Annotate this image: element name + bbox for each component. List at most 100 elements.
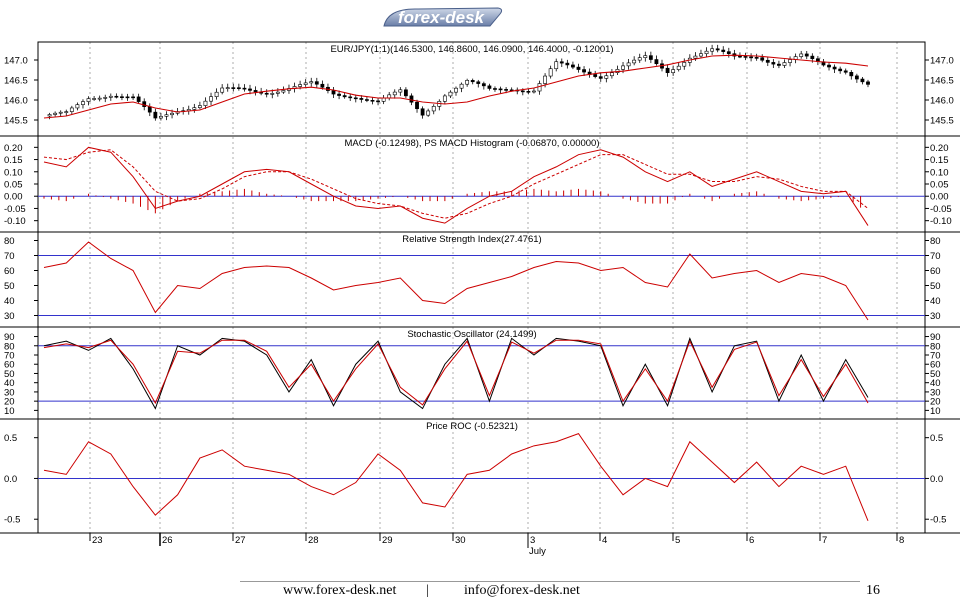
panel-price (43, 44, 870, 121)
x-tick-label: 6 (749, 535, 754, 546)
candle-body (120, 96, 124, 98)
footer-website-link[interactable]: www.forex-desk.net (283, 583, 397, 598)
y-tick-label-left: 80 (4, 341, 15, 352)
candle-body (832, 66, 837, 70)
x-tick-label: 7 (822, 535, 827, 546)
candle-body (676, 65, 681, 70)
x-month-label: July (529, 546, 546, 557)
candle-body (242, 87, 247, 90)
y-tick-label-left: 145.5 (4, 116, 28, 127)
panel-title-rsi: Relative Strength Index(27.4761) (402, 234, 541, 245)
candle-body (103, 97, 108, 99)
y-tick-label-right: 0.10 (930, 167, 949, 178)
candle-body (365, 99, 369, 101)
candle-body (648, 55, 653, 60)
candle-body (593, 74, 598, 77)
panel-macd (38, 146, 925, 226)
svg-text:forex-desk: forex-desk (398, 8, 486, 27)
candle-body (309, 81, 314, 84)
panel-roc (38, 432, 925, 522)
y-tick-label-right: 70 (930, 251, 941, 262)
y-tick-label-right: 80 (930, 341, 941, 352)
y-tick-label-right: 147.0 (930, 56, 954, 67)
candle-body (554, 61, 559, 70)
candle-body (164, 114, 169, 117)
candle-body (281, 90, 286, 93)
y-tick-label-right: 146.0 (930, 96, 954, 107)
candle-body (75, 104, 80, 109)
y-tick-label-right: 50 (930, 369, 941, 380)
y-tick-label-left: 146.5 (4, 76, 28, 87)
footer-email-link[interactable]: info@forex-desk.net (464, 583, 580, 598)
y-tick-label-right: 0.15 (930, 155, 949, 166)
candle-body (604, 75, 609, 79)
y-tick-label-right: 60 (930, 266, 941, 277)
candle-body (81, 101, 85, 105)
candle-body (487, 85, 492, 89)
candle-body (403, 89, 408, 97)
x-tick-label: 8 (899, 535, 904, 546)
candle-body (420, 108, 425, 116)
y-tick-label-right: 30 (930, 311, 941, 322)
x-tick-label: 3 (530, 535, 535, 546)
candle-body (314, 81, 319, 85)
candle-body (448, 91, 453, 97)
panel-title-roc: Price ROC (-0.52321) (426, 421, 518, 432)
candle-body (231, 87, 236, 89)
candle-body (465, 80, 470, 85)
panel-title-price: EUR/JPY(1:1)(146.5300, 146.8600, 146.090… (330, 44, 613, 55)
y-tick-label-left: 70 (4, 351, 15, 362)
candle-body (777, 63, 781, 66)
y-tick-label-right: 0.20 (930, 143, 949, 154)
candle-body (654, 59, 659, 65)
y-tick-label-right: 90 (930, 332, 941, 343)
chart-frame (37, 41, 926, 534)
candle-body (197, 105, 202, 108)
candle-body (409, 95, 414, 103)
rsi-rsi-line (43, 241, 869, 321)
candle-body (442, 95, 447, 102)
stochastic-pct-k-line (43, 336, 869, 410)
candle-body (481, 83, 486, 87)
candle-body (582, 69, 586, 73)
candle-body (860, 78, 865, 83)
y-tick-label-right: 50 (930, 281, 941, 292)
candle-body (209, 96, 213, 102)
candle-body (571, 64, 575, 68)
candle-body (298, 84, 303, 87)
candle-body (526, 91, 531, 93)
macd-macd-line (43, 146, 869, 226)
y-tick-label-right: 80 (930, 236, 941, 247)
panel-title-macd: MACD (-0.12498), PS MACD Histogram (-0.0… (344, 138, 599, 149)
candle-body (248, 88, 252, 91)
candle-body (749, 56, 753, 59)
y-tick-label-right: 145.5 (930, 116, 954, 127)
candle-body (771, 62, 776, 65)
candle-body (866, 81, 870, 85)
candle-body (598, 76, 603, 79)
candle-body (637, 57, 642, 61)
y-tick-label-left: 30 (4, 387, 15, 398)
candle-body (760, 57, 765, 61)
x-tick-label: 28 (308, 535, 319, 546)
candle-body (559, 61, 564, 64)
candle-body (454, 87, 458, 93)
y-tick-label-right: 40 (930, 378, 941, 389)
candle-body (671, 69, 676, 74)
y-tick-label-left: 50 (4, 369, 15, 380)
y-tick-label-right: -0.10 (930, 216, 952, 227)
y-tick-label-left: 0.20 (4, 143, 23, 154)
y-tick-label-left: 0.00 (4, 192, 23, 203)
candle-body (782, 62, 787, 66)
chart-grid (89, 42, 898, 533)
candle-body (810, 55, 815, 60)
chart-panels (0, 41, 960, 534)
chart-labels: 23 26 27 28 29 30 3 4 5 6 7 8 July EUR/JPY(1:1)(146.5… (4, 44, 954, 557)
candle-body (392, 91, 397, 96)
y-tick-label-left: 10 (4, 406, 15, 417)
y-tick-label-left: 0.10 (4, 167, 23, 178)
candle-body (69, 107, 74, 112)
moving-average-line (43, 54, 869, 119)
candle-body (275, 91, 280, 94)
